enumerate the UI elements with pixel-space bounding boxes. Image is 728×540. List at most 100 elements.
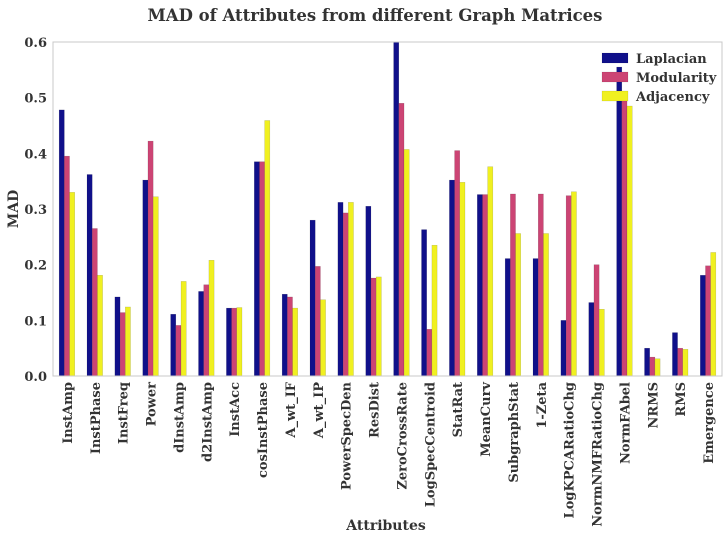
bar-laplacian-rms <box>672 332 678 377</box>
bar-modularity-instacc <box>231 307 237 377</box>
y-tick-label: 0.2 <box>24 259 47 274</box>
x-tick-label: Power <box>145 382 160 427</box>
bar-adjacency-instphase <box>97 275 103 377</box>
bar-adjacency-normfabel <box>626 105 633 377</box>
bar-area <box>58 41 717 377</box>
bar-adjacency-powerspecden <box>348 202 354 377</box>
x-tick-label: InstFreq <box>117 382 132 444</box>
bar-adjacency-d2instamp <box>208 260 215 377</box>
bar-adjacency-a-wt-if <box>292 307 298 377</box>
bar-modularity-power <box>147 140 154 377</box>
bar-modularity-1-zeta <box>538 193 544 377</box>
bar-adjacency-dinstamp <box>180 281 187 377</box>
bar-laplacian-nrms <box>644 347 650 377</box>
y-axis-label: MAD <box>6 190 22 229</box>
x-tick-label: InstAcc <box>228 382 243 437</box>
bar-modularity-d2instamp <box>203 284 210 377</box>
legend-label-modularity: Modularity <box>636 71 717 86</box>
y-tick-label: 0.1 <box>24 314 47 329</box>
x-tick-label: ZeroCrossRate <box>395 382 410 490</box>
x-axis: InstAmp InstPhase InstFreq Power dInstAmp d2I… <box>61 381 717 526</box>
bar-laplacian-instfreq <box>114 296 121 377</box>
chart-title: MAD of Attributes from different Graph M… <box>148 6 603 25</box>
x-tick-label: InstPhase <box>89 382 104 454</box>
bar-modularity-instfreq <box>119 312 126 377</box>
x-axis-label: Attributes <box>345 518 426 534</box>
bar-adjacency-instacc <box>236 307 243 377</box>
bar-modularity-normfabel <box>621 97 628 377</box>
bar-modularity-subgraphstat <box>510 193 516 377</box>
legend-swatch-modularity <box>601 71 629 83</box>
bar-modularity-zerocrossrate <box>398 103 405 377</box>
bar-laplacian-zerocrossrate <box>393 41 400 377</box>
x-tick-label: NormFAbel <box>618 382 633 464</box>
x-tick-label: MeanCurv <box>479 382 494 457</box>
legend-label-laplacian: Laplacian <box>636 52 707 67</box>
bar-modularity-meancurv <box>482 194 488 377</box>
bar-laplacian-meancurv <box>477 194 483 377</box>
bar-laplacian-instphase <box>86 174 93 377</box>
x-tick-label: PowerSpecDen <box>340 381 355 490</box>
x-tick-label: LogSpecCentroid <box>423 382 438 507</box>
bar-modularity-dinstamp <box>175 325 182 377</box>
bar-modularity-normnmfratiochg <box>593 264 600 377</box>
x-tick-label: RMS <box>674 382 689 417</box>
bar-laplacian-d2instamp <box>198 291 204 377</box>
y-tick-label: 0.4 <box>24 147 47 162</box>
bar-modularity-a-wt-ip <box>315 266 321 377</box>
y-tick-label: 0.0 <box>24 370 47 385</box>
bar-adjacency-logspeccentroid <box>431 244 438 377</box>
bar-laplacian-1-zeta <box>532 258 539 377</box>
bar-adjacency-1-zeta <box>543 233 549 377</box>
bar-modularity-a-wt-if <box>287 296 293 377</box>
bar-adjacency-statrat <box>459 182 466 377</box>
bar-adjacency-logkpcaratiochg <box>571 191 577 377</box>
bar-adjacency-normnmfratiochg <box>598 309 605 377</box>
bar-laplacian-dinstamp <box>170 314 177 377</box>
bar-laplacian-powerspecden <box>337 202 344 377</box>
bar-adjacency-power <box>152 196 159 377</box>
bar-laplacian-a-wt-ip <box>309 219 316 377</box>
bar-adjacency-instamp <box>69 192 75 377</box>
bar-adjacency-resdist <box>375 276 382 377</box>
legend: Laplacian Modularity Adjacency <box>601 52 717 105</box>
bar-modularity-instamp <box>64 155 70 377</box>
x-tick-label: ResDist <box>368 382 383 438</box>
bar-laplacian-logspeccentroid <box>421 229 427 377</box>
x-tick-label: 1-Zeta <box>535 381 550 428</box>
bar-laplacian-logkpcaratiochg <box>560 320 567 377</box>
bar-laplacian-instamp <box>58 109 65 377</box>
legend-label-adjacency: Adjacency <box>635 90 710 105</box>
bar-modularity-resdist <box>370 277 377 377</box>
bar-laplacian-emergence <box>700 275 706 377</box>
plot-frame <box>52 41 723 377</box>
x-tick-label: cosInstPhase <box>256 382 271 478</box>
bar-adjacency-a-wt-ip <box>320 299 326 377</box>
bar-modularity-instphase <box>92 228 98 377</box>
bar-adjacency-nrms <box>654 358 661 377</box>
bar-adjacency-instfreq <box>125 306 131 377</box>
bar-laplacian-statrat <box>449 179 455 377</box>
x-tick-label: dInstAmp <box>172 382 187 453</box>
bar-modularity-cosinstphase <box>259 161 265 377</box>
x-tick-label: SubgraphStat <box>507 382 522 483</box>
x-tick-label: InstAmp <box>61 382 76 444</box>
bar-modularity-emergence <box>705 265 711 377</box>
y-tick-label: 0.5 <box>24 92 47 107</box>
x-tick-label: NRMS <box>646 382 661 428</box>
x-tick-label: Emergence <box>702 382 717 464</box>
bar-modularity-nrms <box>649 356 656 377</box>
bar-laplacian-a-wt-if <box>281 293 288 377</box>
x-tick-label: d2InstAmp <box>200 382 215 462</box>
bar-laplacian-normnmfratiochg <box>588 302 595 377</box>
bar-adjacency-meancurv <box>487 166 494 377</box>
bar-laplacian-cosinstphase <box>254 161 260 377</box>
bar-laplacian-resdist <box>365 206 372 377</box>
bar-laplacian-power <box>142 179 149 377</box>
bar-adjacency-rms <box>682 349 689 377</box>
x-tick-label: A_wt_IF <box>284 381 299 438</box>
x-tick-label: LogKPCARatioChg <box>563 382 578 518</box>
x-tick-label: StatRat <box>451 382 466 437</box>
bar-modularity-rms <box>677 347 683 377</box>
